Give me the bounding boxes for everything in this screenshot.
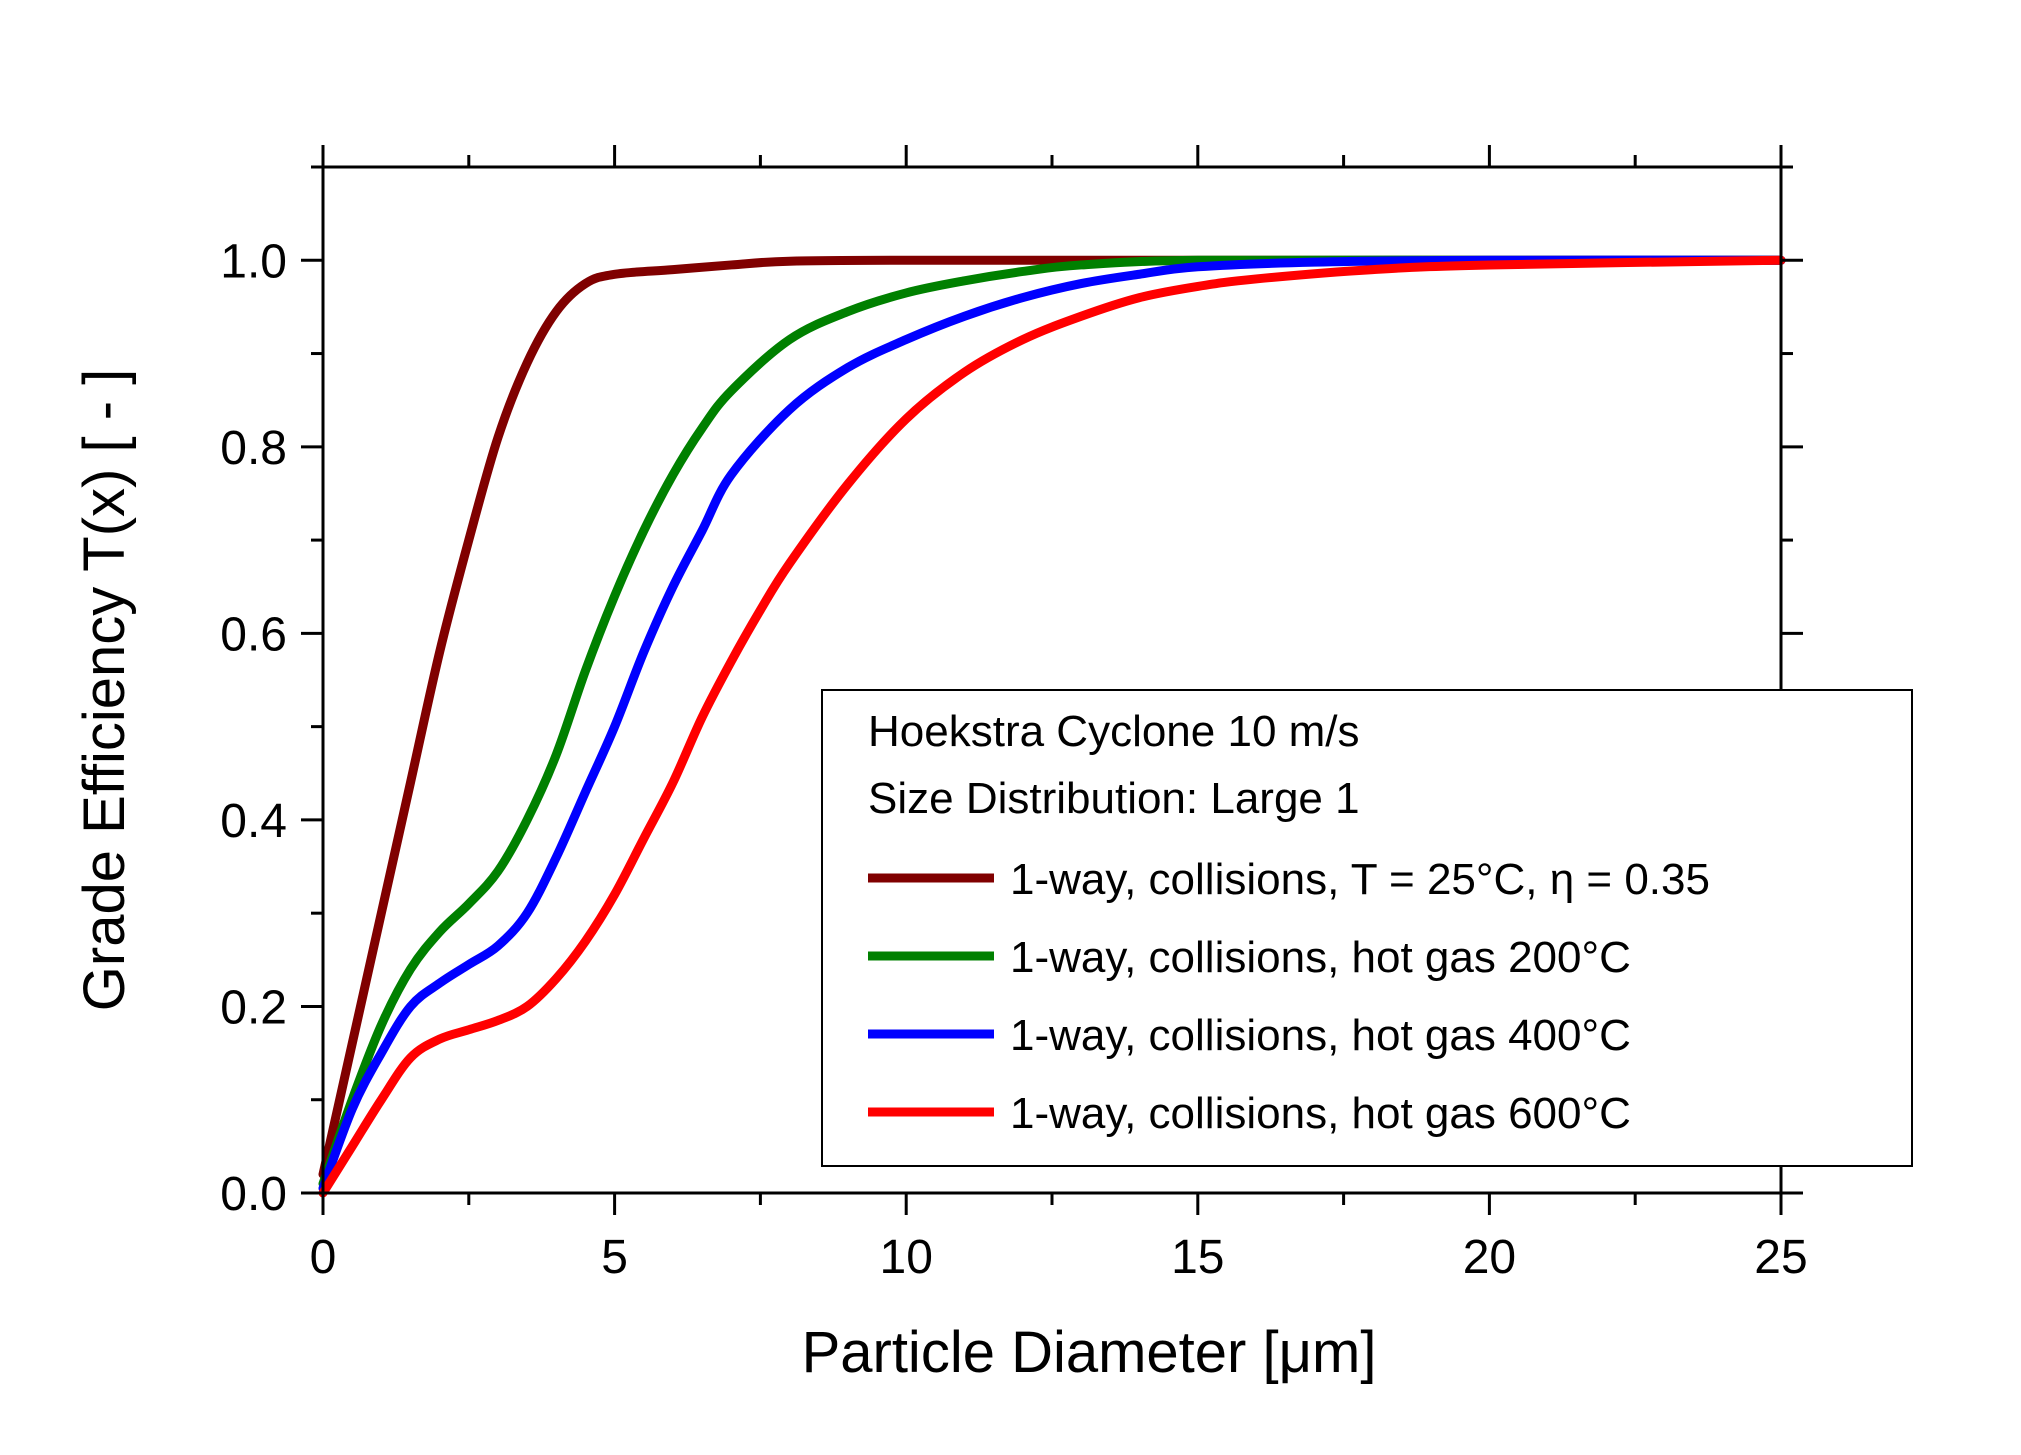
x-tick-label: 15 — [1171, 1231, 1224, 1284]
legend-box — [821, 689, 1913, 1167]
legend-label: 1-way, collisions, hot gas 600°C — [1010, 1089, 1631, 1138]
y-tick-label: 0.8 — [220, 422, 287, 475]
y-tick-label: 1.0 — [220, 235, 287, 288]
legend-item: 1-way, collisions, hot gas 200°C — [868, 933, 1631, 982]
legend: Hoekstra Cyclone 10 m/s Size Distributio… — [821, 689, 1913, 1167]
legend-item: 1-way, collisions, T = 25°C, η = 0.35 — [868, 855, 1710, 904]
y-axis-label: Grade Efficiency T(x) [ - ] — [72, 369, 137, 1011]
x-tick-label: 0 — [310, 1231, 337, 1284]
series-line-2 — [318, 255, 1786, 1189]
legend-label: 1-way, collisions, T = 25°C, η = 0.35 — [1010, 855, 1710, 904]
x-axis-label: Particle Diameter [μm] — [802, 1320, 1377, 1385]
legend-label: 1-way, collisions, hot gas 400°C — [1010, 1011, 1631, 1060]
y-tick-label: 0.0 — [220, 1168, 287, 1221]
x-tick-label: 10 — [880, 1231, 933, 1284]
legend-header-line-1: Hoekstra Cyclone 10 m/s — [868, 707, 1360, 756]
legend-label: 1-way, collisions, hot gas 200°C — [1010, 933, 1631, 982]
x-tick-label: 25 — [1754, 1231, 1807, 1284]
series-line-4 — [318, 255, 1786, 1198]
y-tick-label: 0.2 — [220, 981, 287, 1034]
legend-item: 1-way, collisions, hot gas 400°C — [868, 1011, 1631, 1060]
series-line-3 — [318, 255, 1786, 1193]
legend-item: 1-way, collisions, hot gas 600°C — [868, 1089, 1631, 1138]
ticks: 0 5 10 15 20 25 0.0 0.2 0.4 0.6 0.8 1.0 — [220, 145, 1808, 1284]
y-tick-label: 0.4 — [220, 795, 287, 848]
legend-entries: 1-way, collisions, T = 25°C, η = 0.35 1-w… — [868, 855, 1710, 1138]
legend-header-line-2: Size Distribution: Large 1 — [868, 774, 1360, 823]
x-tick-label: 20 — [1463, 1231, 1516, 1284]
y-tick-label: 0.6 — [220, 608, 287, 661]
series-layer — [318, 255, 1786, 1198]
x-tick-label: 5 — [601, 1231, 628, 1284]
